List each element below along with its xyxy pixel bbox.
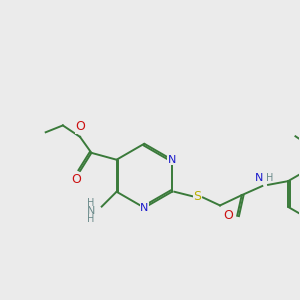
Text: H: H: [88, 214, 95, 224]
Text: H: H: [88, 198, 95, 208]
Text: S: S: [193, 190, 201, 203]
Text: N: N: [255, 172, 263, 183]
Text: O: O: [72, 173, 82, 186]
Text: H: H: [266, 172, 273, 183]
Text: O: O: [75, 120, 85, 134]
Text: O: O: [223, 209, 233, 222]
Text: N: N: [140, 203, 148, 213]
Text: N: N: [168, 155, 176, 165]
Text: N: N: [86, 206, 95, 216]
